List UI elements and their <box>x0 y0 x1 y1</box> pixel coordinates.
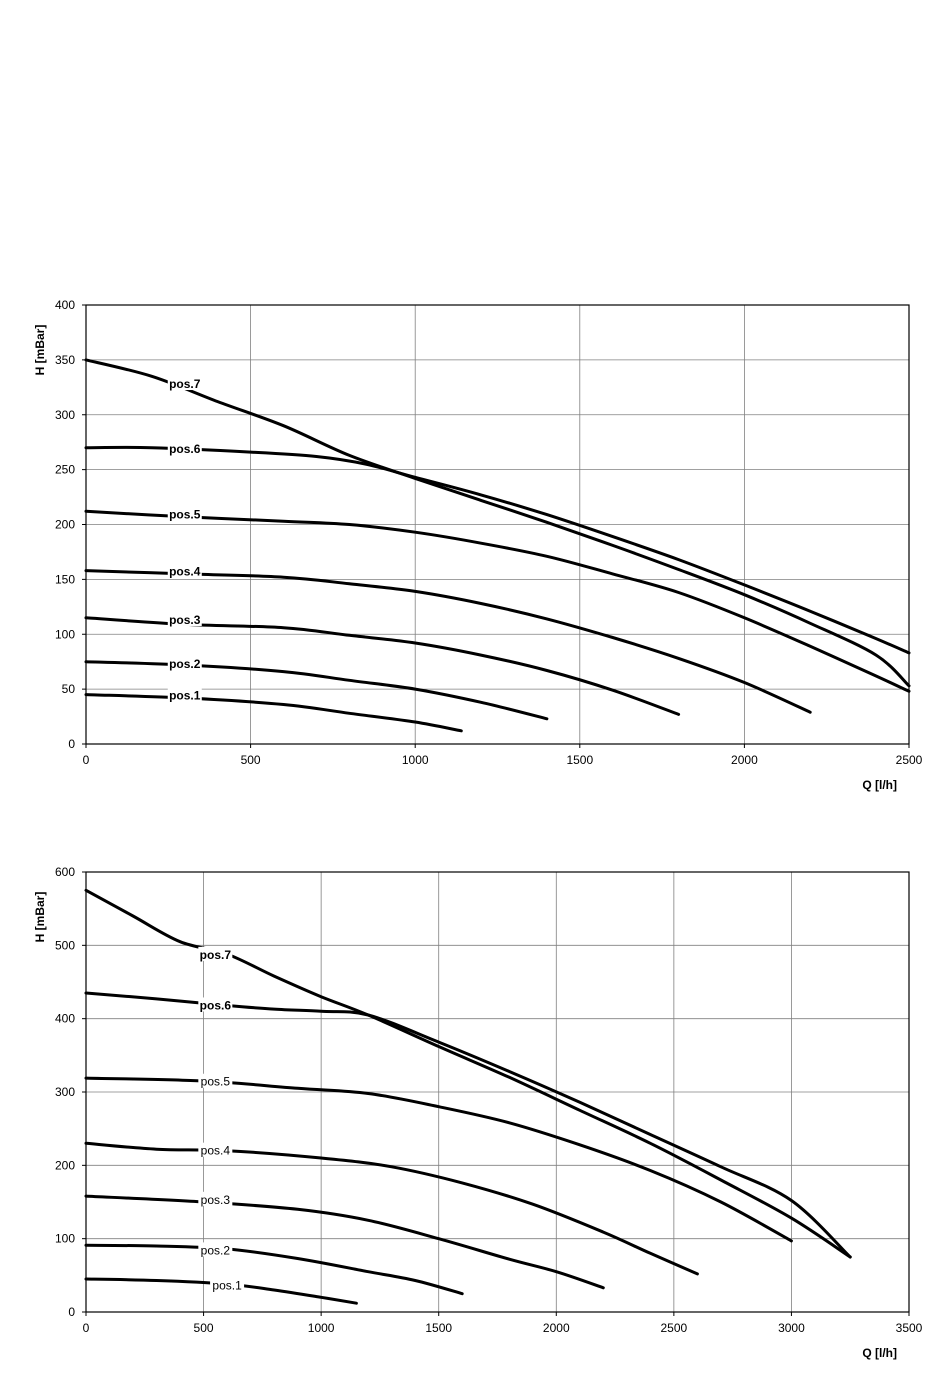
chart-1: 0 500 1000 1500 2000 2500 0 50 100 150 200 250 300 35… <box>33 298 923 792</box>
series-label-bg <box>198 1142 233 1157</box>
series-label-bg <box>198 1242 233 1257</box>
y-tick-label: 100 <box>55 627 75 641</box>
y-tick-label: 0 <box>68 1305 75 1319</box>
y-tick-label: 500 <box>55 938 75 952</box>
series-label-bg <box>210 1277 245 1292</box>
series-label-pos-2: pos.2 <box>169 657 201 671</box>
chart-2: 0 500 1000 1500 2000 2500 3000 3500 0 100 200 300 40… <box>33 865 923 1360</box>
y-tick-label: 250 <box>55 463 75 477</box>
y-tick-label: 150 <box>55 572 75 586</box>
series-line-pos-6 <box>84 445 911 655</box>
x-tick-label: 2000 <box>731 753 758 767</box>
series-label-bg <box>167 611 202 626</box>
y-tick-label: 400 <box>55 298 75 312</box>
x-tick-label: 3000 <box>778 1321 805 1335</box>
series-label-pos-4: pos.4 <box>169 565 201 579</box>
series-label-bg <box>198 997 233 1012</box>
series-line-pos-3 <box>84 1194 605 1290</box>
series-label-pos-6: pos.6 <box>169 442 201 456</box>
y-tick-label: 350 <box>55 353 75 367</box>
series-line-pos-4 <box>84 1141 699 1276</box>
series-label-pos-4: pos.4 <box>201 1144 231 1158</box>
series-line-pos-6 <box>84 991 852 1259</box>
series-label-bg <box>167 440 202 455</box>
y-tick-label: 100 <box>55 1232 75 1246</box>
x-tick-label: 500 <box>241 753 261 767</box>
y-axis-label: H [mBar] <box>33 325 47 376</box>
x-axis-label: Q [l/h] <box>862 1346 897 1360</box>
series-line-pos-2 <box>84 1243 464 1296</box>
series-label-bg <box>198 946 233 961</box>
series-line-pos-7 <box>84 358 911 688</box>
series-line-pos-1 <box>84 693 463 733</box>
x-tick-label: 1500 <box>566 753 593 767</box>
y-tick-label: 300 <box>55 408 75 422</box>
series-label-bg <box>167 687 202 702</box>
series-label-pos-7: pos.7 <box>169 377 201 391</box>
series-label-bg <box>167 506 202 521</box>
series-label-pos-5: pos.5 <box>201 1075 231 1089</box>
x-tick-label: 1000 <box>402 753 429 767</box>
x-tick-label: 3500 <box>896 1321 923 1335</box>
x-tick-label: 0 <box>83 1321 90 1335</box>
series-label-pos-2: pos.2 <box>201 1243 231 1257</box>
series-label-bg <box>198 1191 233 1206</box>
y-tick-label: 400 <box>55 1012 75 1026</box>
y-tick-label: 50 <box>62 682 76 696</box>
y-tick-label: 0 <box>68 737 75 751</box>
series-line-pos-1 <box>84 1277 358 1305</box>
series-label-bg <box>167 655 202 670</box>
y-axis-label: H [mBar] <box>33 892 47 943</box>
x-tick-label: 0 <box>83 753 90 767</box>
series-label-bg <box>198 1073 233 1088</box>
x-tick-label: 1000 <box>308 1321 335 1335</box>
y-tick-label: 200 <box>55 518 75 532</box>
x-tick-label: 1500 <box>425 1321 452 1335</box>
series-line-pos-7 <box>84 888 852 1259</box>
series-label-pos-7: pos.7 <box>200 948 232 962</box>
series-line-pos-2 <box>84 660 549 721</box>
series-line-pos-4 <box>84 569 812 714</box>
series-label-bg <box>167 376 202 391</box>
y-tick-label: 600 <box>55 865 75 879</box>
series-label-pos-1: pos.1 <box>212 1279 242 1293</box>
x-axis-label: Q [l/h] <box>862 778 897 792</box>
series-line-pos-5 <box>84 509 911 693</box>
series-label-pos-6: pos.6 <box>200 998 232 1012</box>
series-label-pos-5: pos.5 <box>169 508 201 522</box>
y-tick-label: 200 <box>55 1158 75 1172</box>
x-tick-label: 2500 <box>661 1321 688 1335</box>
series-label-pos-1: pos.1 <box>169 689 201 703</box>
series-label-pos-3: pos.3 <box>169 613 201 627</box>
x-tick-label: 2500 <box>896 753 923 767</box>
x-tick-label: 2000 <box>543 1321 570 1335</box>
y-tick-label: 300 <box>55 1085 75 1099</box>
series-label-pos-3: pos.3 <box>201 1193 231 1207</box>
series-label-bg <box>167 563 202 578</box>
x-tick-label: 500 <box>194 1321 214 1335</box>
series-line-pos-3 <box>84 616 681 716</box>
series-line-pos-5 <box>84 1076 793 1243</box>
